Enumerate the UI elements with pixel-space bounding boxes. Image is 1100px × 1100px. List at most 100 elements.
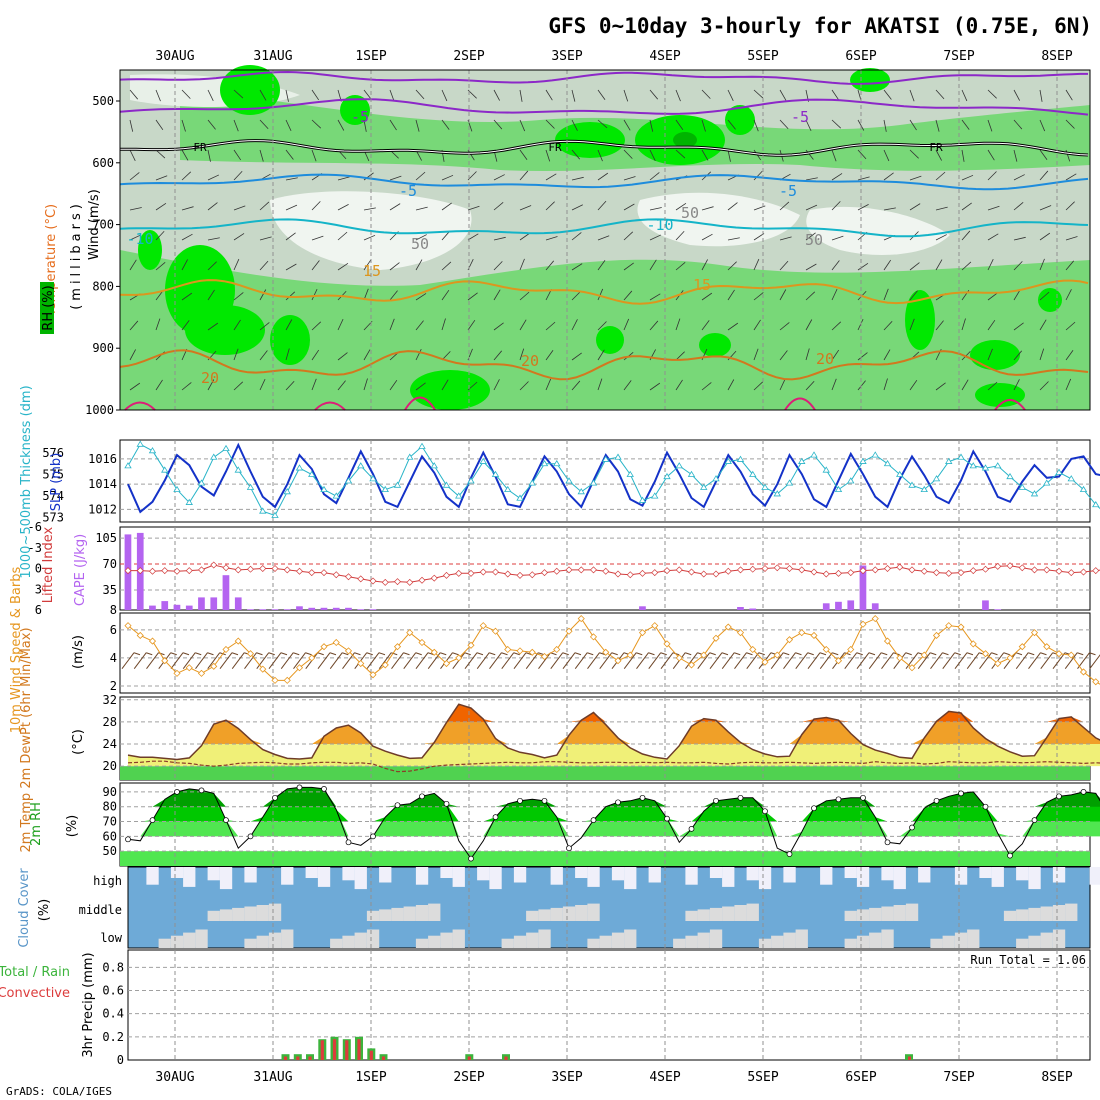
li-tick: -3 bbox=[28, 541, 42, 555]
rh-legend-label: RH (%) bbox=[41, 285, 56, 330]
thickness-point bbox=[1055, 468, 1063, 475]
wind-barb-flag bbox=[942, 652, 949, 656]
upper-wind-barb bbox=[415, 259, 423, 271]
wind-speed-point bbox=[614, 657, 622, 665]
upper-wind-barb bbox=[1065, 201, 1075, 211]
cape-tick: 70 bbox=[103, 557, 117, 571]
upper-wind-barb bbox=[1013, 379, 1020, 391]
upper-wind-barb bbox=[935, 206, 948, 211]
upper-wind-barb bbox=[129, 320, 139, 331]
upper-wind-barb bbox=[467, 292, 478, 301]
wind-label: 10m Wind Speed & Barbs bbox=[9, 567, 24, 734]
upper-wind-barb bbox=[441, 261, 452, 271]
wind-barb-flag bbox=[758, 652, 765, 656]
upper-wind-barb bbox=[909, 262, 920, 271]
upper-wind-barb bbox=[441, 379, 449, 391]
low-cloud-block bbox=[1052, 929, 1066, 948]
upper-wind-barb bbox=[493, 379, 500, 391]
cloud-level: middle bbox=[79, 903, 122, 917]
low-cloud-block bbox=[330, 938, 343, 948]
li-point bbox=[908, 566, 916, 574]
contour-label: 50 bbox=[411, 235, 429, 253]
bottom-date-6SEP: 6SEP bbox=[845, 1070, 876, 1085]
upper-wind-barb bbox=[831, 378, 837, 391]
low-cloud-block bbox=[440, 932, 453, 948]
rh-point bbox=[860, 794, 866, 801]
wind-speed-point bbox=[1043, 643, 1051, 651]
slp-thickness-panel: 576 575 574 573 1016 1014 1012 bbox=[42, 439, 1100, 525]
upper-wind-barb bbox=[545, 173, 557, 181]
wind-barb bbox=[905, 652, 919, 670]
contour-label: 15 bbox=[363, 262, 381, 280]
wind-grid bbox=[120, 613, 1090, 693]
upper-wind-barb bbox=[285, 232, 296, 241]
precip-grid bbox=[128, 950, 1090, 1060]
thickness-point bbox=[479, 457, 487, 464]
rh-top-blob bbox=[673, 132, 697, 148]
upper-wind-barb bbox=[181, 149, 189, 161]
upper-wind-barb bbox=[285, 177, 298, 181]
upper-wind-barb bbox=[1039, 119, 1046, 132]
wind-barb bbox=[391, 652, 404, 670]
thickness-point bbox=[332, 492, 340, 499]
upper-wind-barb bbox=[363, 378, 368, 391]
li-point bbox=[467, 569, 475, 577]
upper-wind-barb bbox=[311, 201, 321, 211]
upper-wind-barb bbox=[909, 89, 915, 102]
wind-speed-point bbox=[945, 622, 953, 630]
rh-point bbox=[909, 824, 915, 831]
upper-wind-barb bbox=[701, 292, 713, 301]
rh-point bbox=[786, 851, 793, 857]
upper-wind-barb bbox=[1013, 174, 1025, 181]
slp-series bbox=[124, 440, 1100, 518]
upper-wind-barb bbox=[129, 172, 140, 181]
rh-point bbox=[296, 784, 303, 791]
mid-cloud-block bbox=[1065, 903, 1078, 921]
cape-bar bbox=[822, 603, 830, 610]
rh-base-band bbox=[120, 851, 1090, 866]
wind-speed-point bbox=[418, 638, 426, 647]
li-point bbox=[136, 567, 144, 575]
upper-wind-barb bbox=[285, 380, 295, 391]
upper-wind-barb bbox=[311, 349, 320, 361]
cape-label: CAPE (J/kg) bbox=[73, 534, 88, 606]
upper-wind-barb bbox=[649, 149, 656, 161]
thickness-point bbox=[197, 479, 206, 486]
li-point bbox=[173, 567, 181, 575]
wind-barb-flag bbox=[440, 652, 447, 656]
wind-barb bbox=[856, 652, 870, 670]
upper-wind-barb bbox=[259, 201, 270, 211]
upper-wind-barb bbox=[129, 234, 142, 241]
wind-speed-point bbox=[136, 631, 144, 640]
mid-cloud-block bbox=[685, 910, 698, 921]
li-point bbox=[663, 567, 671, 575]
li-point bbox=[737, 566, 744, 574]
upper-wind-barb bbox=[701, 320, 710, 331]
rh-point bbox=[639, 794, 646, 801]
upper-wind-barb bbox=[415, 349, 422, 361]
upper-wind-barb bbox=[155, 89, 161, 102]
upper-wind-barb bbox=[883, 172, 894, 181]
upper-wind-barb bbox=[701, 89, 711, 99]
contour-label: -10 bbox=[646, 216, 673, 234]
rh-point bbox=[198, 787, 205, 794]
upper-wind-barb bbox=[467, 233, 479, 241]
rh-point bbox=[1031, 817, 1038, 823]
wind-barb-flag bbox=[268, 652, 275, 656]
thickness-point bbox=[908, 481, 916, 488]
li-point bbox=[443, 571, 450, 579]
wind-speed-point bbox=[602, 648, 610, 656]
li-point bbox=[859, 567, 867, 575]
li-point bbox=[308, 569, 316, 577]
wind-barb bbox=[1028, 652, 1041, 670]
thickness-point bbox=[822, 466, 830, 473]
wind-speed-point bbox=[369, 671, 377, 679]
li-point bbox=[528, 571, 536, 579]
low-cloud-block bbox=[1016, 938, 1029, 948]
li-point bbox=[884, 565, 891, 572]
upper-wind-barb bbox=[207, 202, 218, 211]
high-cloud-block bbox=[1052, 867, 1066, 883]
thickness-point bbox=[773, 490, 781, 497]
high-cloud-block bbox=[856, 867, 870, 887]
cape-bar bbox=[871, 603, 879, 610]
